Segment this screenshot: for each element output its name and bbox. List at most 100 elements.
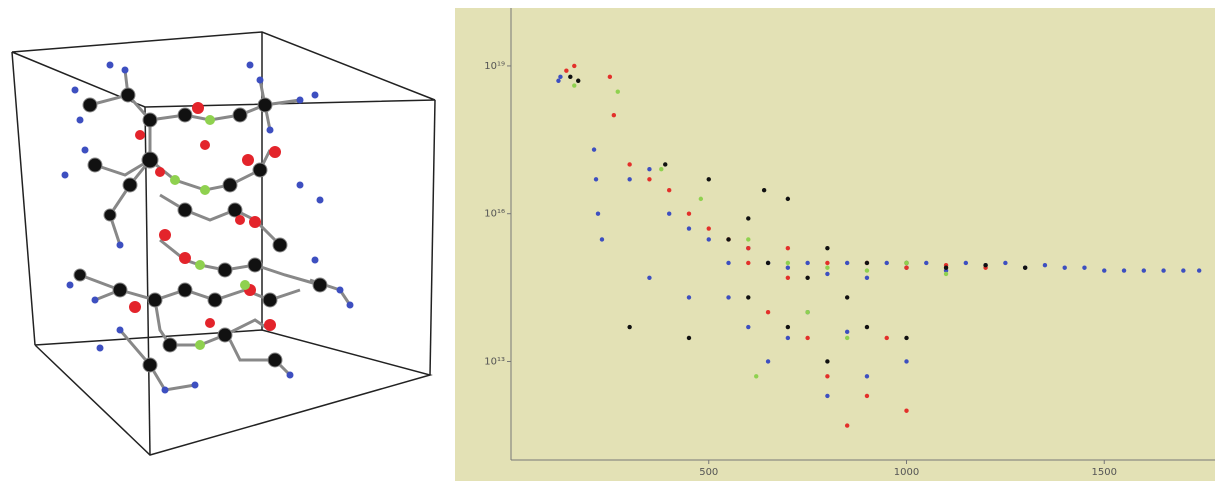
- bond: [94, 158, 151, 177]
- point: [983, 263, 988, 268]
- point: [785, 335, 791, 341]
- atom: [161, 386, 169, 394]
- oxygen-atoms: [129, 102, 281, 331]
- point: [785, 275, 791, 280]
- atom: [316, 196, 324, 204]
- y-tick-label: 10¹³: [484, 356, 505, 367]
- atom: [141, 151, 159, 169]
- atom: [170, 175, 180, 185]
- atom: [227, 202, 243, 218]
- point: [647, 167, 652, 172]
- point: [864, 268, 870, 273]
- atom: [177, 107, 193, 123]
- atom: [91, 296, 99, 304]
- point: [825, 245, 830, 251]
- nitrogen-atoms: [170, 115, 250, 350]
- atom: [267, 352, 283, 368]
- atom: [121, 66, 129, 74]
- scatter-plot: 500 1000 1500 10¹³ 10¹⁶ 10¹⁹: [484, 61, 1202, 478]
- hydrogen-atoms: [61, 61, 354, 394]
- y-tick-label: 10¹⁹: [484, 61, 505, 72]
- point: [627, 324, 632, 330]
- point: [864, 374, 870, 379]
- atom: [122, 177, 138, 193]
- point: [785, 245, 791, 251]
- point: [706, 226, 711, 231]
- atom: [242, 154, 254, 166]
- atom: [177, 282, 193, 298]
- point: [667, 188, 672, 193]
- atom: [272, 237, 288, 253]
- point: [1062, 265, 1067, 270]
- atom: [116, 241, 124, 249]
- point: [627, 177, 632, 182]
- atom: [266, 126, 274, 134]
- point: [785, 265, 791, 270]
- point: [761, 188, 767, 193]
- atom: [81, 146, 89, 154]
- point: [943, 265, 949, 270]
- plot-background: [455, 8, 1215, 481]
- atom: [262, 292, 278, 308]
- point: [667, 211, 672, 216]
- point: [805, 335, 810, 341]
- point: [1022, 265, 1028, 270]
- point: [1181, 268, 1186, 273]
- atom: [82, 97, 98, 113]
- point: [556, 78, 561, 83]
- point: [572, 83, 577, 88]
- atom: [61, 171, 69, 179]
- point: [746, 260, 751, 266]
- atom: [257, 97, 273, 113]
- atom: [235, 215, 245, 225]
- point: [615, 89, 620, 94]
- point: [864, 260, 870, 266]
- point: [825, 393, 830, 399]
- cube-edge: [11, 51, 36, 346]
- atom: [246, 61, 254, 69]
- point: [904, 359, 909, 364]
- point: [663, 162, 668, 167]
- y-tick-label: 10¹⁶: [484, 209, 505, 220]
- point: [785, 324, 791, 330]
- atom: [217, 327, 233, 343]
- atom: [311, 256, 319, 264]
- atom: [200, 185, 210, 195]
- point: [904, 335, 909, 341]
- point: [844, 260, 850, 266]
- point: [844, 423, 850, 428]
- point: [1141, 268, 1147, 273]
- point: [1121, 268, 1127, 273]
- point: [746, 295, 751, 300]
- point: [805, 260, 810, 266]
- point: [558, 74, 563, 80]
- point: [1196, 268, 1202, 273]
- point: [706, 237, 711, 242]
- point: [659, 167, 664, 172]
- point: [844, 335, 850, 341]
- point: [765, 260, 771, 266]
- point: [698, 196, 704, 202]
- atom: [162, 337, 178, 353]
- point: [686, 335, 692, 341]
- atom: [205, 318, 215, 328]
- carbon-atoms: [73, 87, 328, 373]
- point: [963, 260, 969, 266]
- atom: [249, 216, 261, 228]
- atom: [106, 61, 114, 69]
- point: [599, 237, 605, 242]
- atom: [296, 181, 304, 189]
- point: [726, 295, 731, 300]
- point: [825, 359, 830, 364]
- cube-edge: [429, 99, 436, 376]
- point: [1042, 263, 1048, 268]
- point: [1003, 260, 1008, 266]
- atom: [129, 301, 141, 313]
- point: [564, 68, 569, 73]
- bond: [228, 339, 292, 377]
- point: [746, 237, 751, 242]
- atom: [66, 281, 74, 289]
- atom: [159, 229, 171, 241]
